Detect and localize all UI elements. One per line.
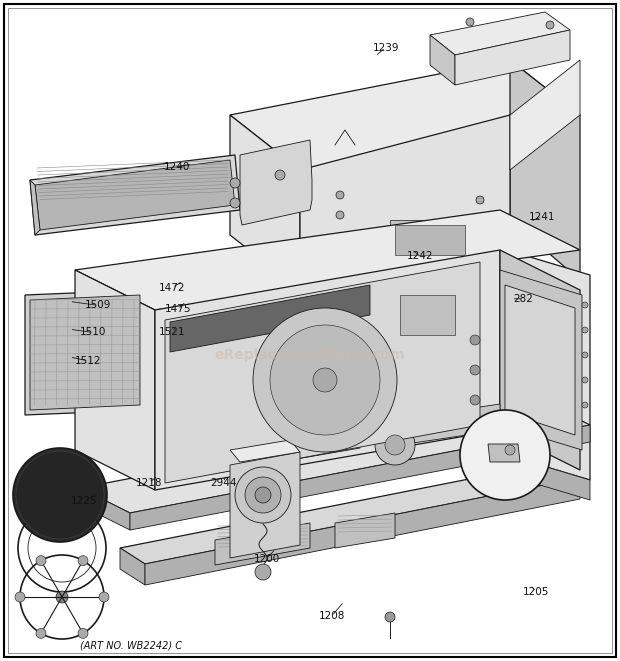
Polygon shape: [490, 450, 590, 500]
Circle shape: [460, 410, 550, 500]
Circle shape: [582, 352, 588, 358]
Circle shape: [582, 377, 588, 383]
Circle shape: [470, 335, 480, 345]
Circle shape: [255, 487, 271, 503]
Text: 1240: 1240: [164, 161, 190, 172]
Polygon shape: [25, 290, 145, 415]
Polygon shape: [335, 513, 395, 548]
Polygon shape: [120, 548, 145, 585]
Circle shape: [582, 302, 588, 308]
Polygon shape: [30, 295, 140, 410]
Circle shape: [582, 327, 588, 333]
Polygon shape: [75, 210, 580, 310]
Polygon shape: [300, 235, 510, 335]
Text: 1241: 1241: [529, 212, 555, 222]
Text: eReplacementParts.com: eReplacementParts.com: [215, 348, 405, 362]
Text: 1200: 1200: [254, 553, 280, 564]
Circle shape: [56, 591, 68, 603]
Circle shape: [36, 556, 46, 566]
Circle shape: [245, 477, 281, 513]
Text: 1239: 1239: [373, 42, 399, 53]
Circle shape: [476, 196, 484, 204]
Polygon shape: [170, 285, 370, 352]
Polygon shape: [230, 440, 300, 462]
Text: 2944: 2944: [210, 477, 236, 488]
Polygon shape: [505, 285, 575, 435]
Polygon shape: [230, 60, 580, 170]
Polygon shape: [230, 115, 300, 290]
Polygon shape: [155, 250, 500, 490]
Polygon shape: [500, 270, 582, 450]
Circle shape: [375, 425, 415, 465]
Polygon shape: [210, 422, 360, 474]
Polygon shape: [30, 180, 40, 235]
Polygon shape: [30, 155, 240, 235]
Circle shape: [230, 198, 240, 208]
Polygon shape: [430, 35, 455, 85]
Polygon shape: [300, 115, 510, 335]
Circle shape: [336, 191, 344, 199]
Circle shape: [466, 18, 474, 26]
Text: 1509: 1509: [85, 300, 111, 311]
Circle shape: [16, 451, 104, 539]
Polygon shape: [130, 425, 590, 530]
Circle shape: [505, 445, 515, 455]
Polygon shape: [510, 60, 580, 280]
Polygon shape: [500, 250, 580, 470]
Polygon shape: [488, 444, 520, 462]
Text: 1205: 1205: [523, 586, 549, 597]
Circle shape: [385, 612, 395, 622]
Polygon shape: [80, 488, 130, 530]
Circle shape: [313, 368, 337, 392]
Text: 1225: 1225: [71, 496, 97, 506]
Polygon shape: [380, 404, 500, 448]
Text: 1208: 1208: [319, 611, 345, 621]
Circle shape: [253, 308, 397, 452]
Circle shape: [36, 629, 46, 639]
Polygon shape: [430, 12, 570, 55]
Polygon shape: [230, 452, 300, 558]
Polygon shape: [145, 478, 580, 585]
Text: 1521: 1521: [159, 327, 185, 337]
Text: 1512: 1512: [75, 356, 101, 366]
Text: 1510: 1510: [80, 327, 106, 338]
Circle shape: [470, 395, 480, 405]
Circle shape: [15, 592, 25, 602]
Circle shape: [270, 325, 380, 435]
Circle shape: [235, 467, 291, 523]
Text: (ART NO. WB2242) C: (ART NO. WB2242) C: [80, 640, 182, 650]
Text: 1472: 1472: [159, 282, 185, 293]
Polygon shape: [240, 140, 312, 225]
Polygon shape: [490, 245, 590, 480]
Circle shape: [385, 435, 405, 455]
Polygon shape: [165, 262, 480, 483]
Polygon shape: [80, 400, 590, 513]
Polygon shape: [120, 462, 580, 564]
Circle shape: [546, 21, 554, 29]
Text: 1242: 1242: [407, 251, 433, 262]
Polygon shape: [75, 270, 155, 490]
Circle shape: [230, 178, 240, 188]
Circle shape: [255, 564, 271, 580]
Circle shape: [470, 365, 480, 375]
Circle shape: [78, 556, 88, 566]
Text: 1218: 1218: [136, 477, 162, 488]
Polygon shape: [455, 30, 570, 85]
Circle shape: [275, 170, 285, 180]
Circle shape: [336, 211, 344, 219]
Circle shape: [78, 629, 88, 639]
Text: 1475: 1475: [165, 304, 191, 315]
Bar: [400, 295, 455, 335]
Polygon shape: [215, 523, 310, 565]
Circle shape: [582, 402, 588, 408]
Circle shape: [99, 592, 109, 602]
Polygon shape: [510, 60, 580, 170]
Bar: [395, 225, 465, 255]
Text: 282: 282: [513, 293, 533, 304]
Circle shape: [470, 425, 480, 435]
Circle shape: [13, 448, 107, 542]
Bar: [390, 220, 470, 260]
Polygon shape: [35, 160, 235, 230]
